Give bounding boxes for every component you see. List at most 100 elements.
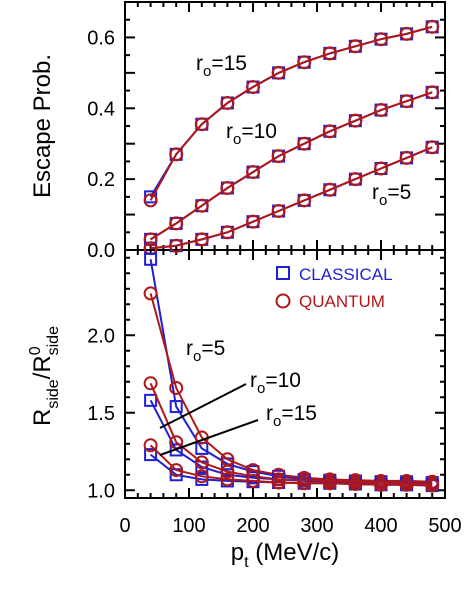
bottom-panel-frame [124, 249, 446, 499]
top-line-classical [149, 25, 433, 198]
legend-circle-marker [275, 293, 291, 309]
top-point-quantum [348, 39, 363, 54]
bottom-point-quantum [194, 469, 209, 484]
top-point-quantum [194, 117, 209, 132]
top-ytick-label: 0.4 [87, 98, 115, 120]
bottom-point-classical [144, 252, 158, 266]
top-line-quantum [150, 146, 433, 250]
top-point-quantum [425, 85, 440, 100]
top-point-quantum [169, 238, 184, 253]
top-point-quantum [246, 80, 260, 95]
bottom-ytick-label: 2.0 [87, 325, 115, 347]
top-point-quantum [271, 204, 286, 219]
bottom-point-quantum [399, 477, 414, 492]
top-point-quantum [246, 165, 260, 180]
top-point-quantum [271, 149, 286, 164]
xtick-label: 200 [236, 515, 269, 537]
top-point-quantum [322, 46, 337, 61]
bottom-point-quantum [220, 464, 235, 479]
annotation-bottom-r0-15: ro=15 [159, 402, 317, 456]
top-point-quantum [220, 181, 235, 195]
bottom-point-quantum [271, 475, 286, 490]
bottom-point-classical [169, 400, 183, 414]
top-point-quantum [374, 103, 388, 118]
top-point-quantum [399, 94, 414, 109]
bottom-point-classical [169, 443, 183, 457]
xtick-label: 100 [172, 515, 205, 537]
svg-text:Rside/R0side: Rside/R0side [27, 326, 62, 426]
bottom-point-quantum [143, 286, 158, 301]
top-point-quantum [374, 32, 388, 47]
top-point-quantum [297, 136, 312, 151]
bottom-point-quantum [143, 376, 158, 391]
annotation-bottom-r0-5: ro=5 [186, 337, 225, 365]
svg-text:ro=15: ro=15 [266, 402, 317, 430]
top-point-quantum [143, 232, 158, 247]
bottom-ylabel: Rside/R0side [27, 326, 62, 426]
bottom-point-classical [144, 393, 158, 407]
top-point-quantum [246, 214, 260, 229]
top-point-quantum [297, 55, 312, 70]
top-ytick-label: 0.6 [87, 27, 115, 49]
bottom-series [143, 252, 440, 493]
bottom-point-quantum [348, 477, 363, 492]
top-point-quantum [425, 140, 440, 155]
pointer-line-r0-10 [159, 383, 247, 429]
top-line-quantum [149, 25, 433, 201]
bottom-point-quantum [169, 380, 184, 395]
top-point-quantum [348, 172, 363, 187]
legend: CLASSICAL QUANTUM [275, 265, 393, 311]
legend-classical-label: CLASSICAL [299, 265, 393, 284]
top-ylabel: Escape Prob. [29, 54, 56, 198]
annotation-top-r0-5: ro=5 [372, 181, 411, 209]
annotation-top-r0-10: ro=10 [226, 120, 277, 148]
legend-square-marker [276, 266, 290, 280]
xtick-label: 400 [364, 515, 397, 537]
bottom-point-quantum [246, 473, 260, 488]
top-ticks: 0.0 0.2 0.4 0.6 [87, 1, 446, 262]
bottom-point-quantum [297, 476, 312, 491]
bottom-point-quantum [220, 472, 235, 487]
bottom-line-quantum [149, 444, 433, 487]
annotation-top-r0-15: ro=15 [196, 52, 247, 80]
svg-text:ro=5: ro=5 [372, 181, 411, 209]
bottom-point-quantum [322, 476, 337, 491]
top-point-quantum [374, 161, 388, 176]
xtick-label: 500 [428, 515, 461, 537]
pointer-line-r0-15 [159, 419, 259, 456]
bottom-point-quantum [194, 455, 209, 470]
bottom-point-quantum [169, 463, 184, 478]
top-point-quantum [348, 113, 363, 128]
svg-text:ro=5: ro=5 [186, 337, 225, 365]
xtick-label: 300 [300, 515, 333, 537]
legend-quantum-label: QUANTUM [299, 292, 385, 311]
top-point-quantum [143, 193, 158, 208]
svg-text:ro=10: ro=10 [226, 120, 277, 148]
top-point-quantum [425, 19, 440, 34]
top-point-quantum [169, 147, 184, 162]
top-point-quantum [322, 182, 337, 197]
top-point-quantum [220, 95, 235, 110]
top-ytick-label: 0.0 [87, 240, 115, 262]
bottom-ticks: 0 100 200 300 400 500 1.0 1.5 2.0 [87, 250, 462, 537]
top-ytick-label: 0.2 [87, 169, 115, 191]
top-series [143, 19, 440, 256]
top-point-quantum [322, 124, 337, 139]
svg-text:ro=10: ro=10 [250, 369, 301, 397]
top-point-quantum [194, 232, 209, 247]
top-point-quantum [399, 26, 414, 41]
bottom-point-quantum [143, 438, 158, 453]
top-point-quantum [194, 198, 209, 213]
bottom-point-quantum [374, 477, 388, 492]
top-point-quantum [271, 65, 286, 80]
top-point-quantum [297, 193, 312, 208]
bottom-xlabel: pt (MeV/c) [231, 539, 339, 571]
top-point-quantum [169, 216, 184, 231]
bottom-point-classical [144, 448, 158, 462]
bottom-point-quantum [425, 478, 440, 493]
top-point-quantum [220, 225, 235, 240]
bottom-ytick-label: 1.0 [87, 480, 115, 502]
xtick-label: 0 [119, 515, 130, 537]
bottom-ytick-label: 1.5 [87, 403, 115, 425]
